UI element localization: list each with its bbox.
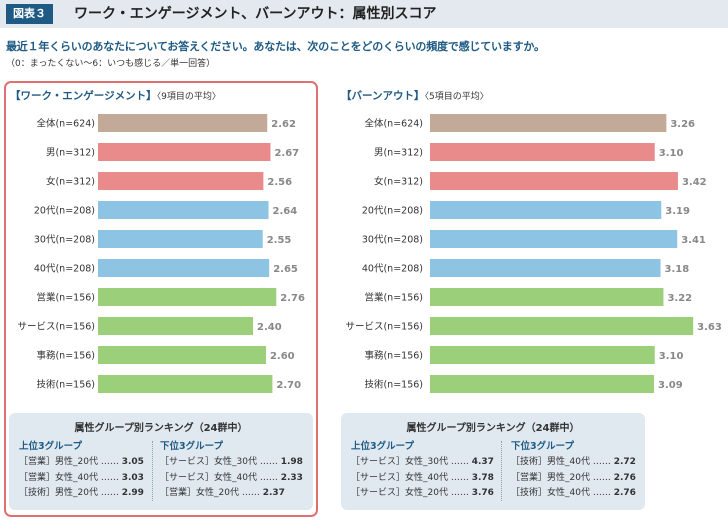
ranking-row: ［サービス］女性_20代 …… 3.76 [351,488,494,498]
burnout-value-label: 3.18 [665,264,690,275]
engagement-value-label: 2.64 [273,206,298,217]
engagement-category-label: 事務(n=156) [36,350,95,362]
engagement-bar [98,346,266,364]
burnout-bar [430,201,662,219]
burnout-category-label: 40代(n=208) [362,264,423,275]
engagement-value-label: 2.55 [267,235,292,246]
burnout-ranking-box: 属性グループ別ランキング（24群中） 上位3グループ ［サービス］女性_30代 … [341,413,645,510]
burnout-value-label: 3.10 [659,148,684,159]
ranking-row: ［営業］女性_20代 …… 2.37 [160,488,285,498]
engagement-value-label: 2.70 [276,380,301,391]
engagement-category-label: 女(n=312) [46,176,95,188]
engagement-value-label: 2.62 [271,119,296,130]
burnout-bar [430,114,667,132]
engagement-bar [98,143,271,161]
engagement-bar [98,375,273,393]
burnout-bar [430,288,664,306]
ranking-bottom-label: 下位3グループ [160,441,224,452]
burnout-panel-title: 【バーンアウト】〈5項目の平均〉 [341,88,489,103]
burnout-category-label: サービス(n=156) [345,322,423,333]
ranking-row: ［サービス］女性_40代 …… 2.33 [160,472,303,483]
header-band: 図表３ ワーク・エンゲージメント、バーンアウト：属性別スコア [0,0,728,28]
burnout-value-label: 3.22 [667,293,692,304]
burnout-subtitle: 〈5項目の平均〉 [424,92,489,102]
ranking-row: ［技術］男性_20代 …… 2.99 [19,488,144,498]
engagement-category-label: 20代(n=208) [34,206,95,217]
engagement-panel-title: 【ワーク・エンゲージメント】〈9項目の平均〉 [10,88,221,103]
burnout-title: 【バーンアウト】 [341,90,425,102]
engagement-bar [98,259,270,277]
engagement-bar [98,114,268,132]
burnout-value-label: 3.26 [670,119,695,130]
engagement-category-label: 全体(n=624) [36,118,95,130]
engagement-value-label: 2.60 [270,351,295,362]
burnout-value-label: 3.19 [665,206,690,217]
engagement-category-label: サービス(n=156) [17,322,95,333]
survey-question: 最近１年くらいのあなたについてお答えください。あなたは、次のことをどのくらいの頻… [6,40,545,53]
engagement-highlight-frame [4,81,318,517]
burnout-value-label: 3.42 [682,177,707,188]
ranking-row: ［営業］男性_20代 …… 3.05 [19,457,144,467]
burnout-bar [430,230,678,248]
engagement-category-label: 営業(n=156) [36,292,95,304]
burnout-bar [430,143,655,161]
engagement-bar [98,172,264,190]
burnout-bar [430,346,655,364]
engagement-bar [98,230,263,248]
engagement-category-label: 技術(n=156) [36,379,95,391]
engagement-value-label: 2.76 [280,293,305,304]
burnout-value-label: 3.10 [659,351,684,362]
ranking-title: 属性グループ別ランキング（24群中） [74,423,248,434]
engagement-value-label: 2.67 [274,148,299,159]
ranking-top-column: 上位3グループ ［サービス］女性_30代 …… 4.37 ［サービス］女性_40… [351,438,494,502]
burnout-category-label: 技術(n=156) [364,379,423,391]
ranking-row: ［サービス］女性_30代 …… 1.98 [160,457,303,467]
burnout-category-label: 全体(n=624) [364,118,423,130]
ranking-row: ［営業］男性_20代 …… 2.76 [511,472,636,483]
ranking-row: ［技術］男性_40代 …… 2.72 [511,457,636,467]
engagement-bar [98,201,269,219]
ranking-bottom-column: 下位3グループ ［サービス］女性_30代 …… 1.98 ［サービス］女性_40… [160,438,303,502]
scale-note: （0：まったくない〜6：いつも感じる／単一回答） [6,59,216,69]
burnout-category-label: 女(n=312) [374,176,423,188]
engagement-category-label: 30代(n=208) [34,235,95,246]
engagement-bar [98,288,277,306]
ranking-bottom-label: 下位3グループ [511,441,575,452]
ranking-bottom-column: 下位3グループ ［技術］男性_40代 …… 2.72 ［営業］男性_20代 ……… [511,438,636,502]
ranking-row: ［サービス］女性_30代 …… 4.37 [351,457,494,467]
engagement-title: 【ワーク・エンゲージメント】 [10,90,157,102]
engagement-subtitle: 〈9項目の平均〉 [156,92,221,102]
ranking-top-column: 上位3グループ ［営業］男性_20代 …… 3.05 ［営業］女性_40代 ……… [19,438,144,502]
burnout-bar [430,375,655,393]
burnout-bar [430,317,694,335]
burnout-value-label: 3.63 [697,322,722,333]
engagement-value-label: 2.40 [257,322,282,333]
engagement-value-label: 2.65 [273,264,298,275]
burnout-value-label: 3.41 [681,235,706,246]
burnout-bar [430,259,661,277]
figure-badge: 図表３ [6,4,53,24]
burnout-category-label: 営業(n=156) [364,292,423,304]
engagement-category-label: 男(n=312) [46,148,95,159]
figure-title: ワーク・エンゲージメント、バーンアウト：属性別スコア [74,6,437,22]
ranking-top-label: 上位3グループ [19,441,83,452]
ranking-row: ［技術］女性_40代 …… 2.76 [511,488,636,498]
engagement-bar [98,317,254,335]
ranking-row: ［営業］女性_40代 …… 3.03 [19,472,144,483]
burnout-bar [430,172,678,190]
burnout-category-label: 事務(n=156) [364,350,423,362]
ranking-row: ［サービス］女性_40代 …… 3.78 [351,472,494,483]
ranking-title: 属性グループ別ランキング（24群中） [406,423,580,434]
ranking-divider [152,441,153,501]
ranking-top-label: 上位3グループ [351,441,415,452]
burnout-category-label: 30代(n=208) [362,235,423,246]
burnout-value-label: 3.09 [658,380,683,391]
burnout-category-label: 男(n=312) [374,148,423,159]
burnout-category-label: 20代(n=208) [362,206,423,217]
ranking-divider [501,441,502,501]
engagement-category-label: 40代(n=208) [34,264,95,275]
engagement-value-label: 2.56 [267,177,292,188]
engagement-ranking-box: 属性グループ別ランキング（24群中） 上位3グループ ［営業］男性_20代 ……… [9,413,313,510]
